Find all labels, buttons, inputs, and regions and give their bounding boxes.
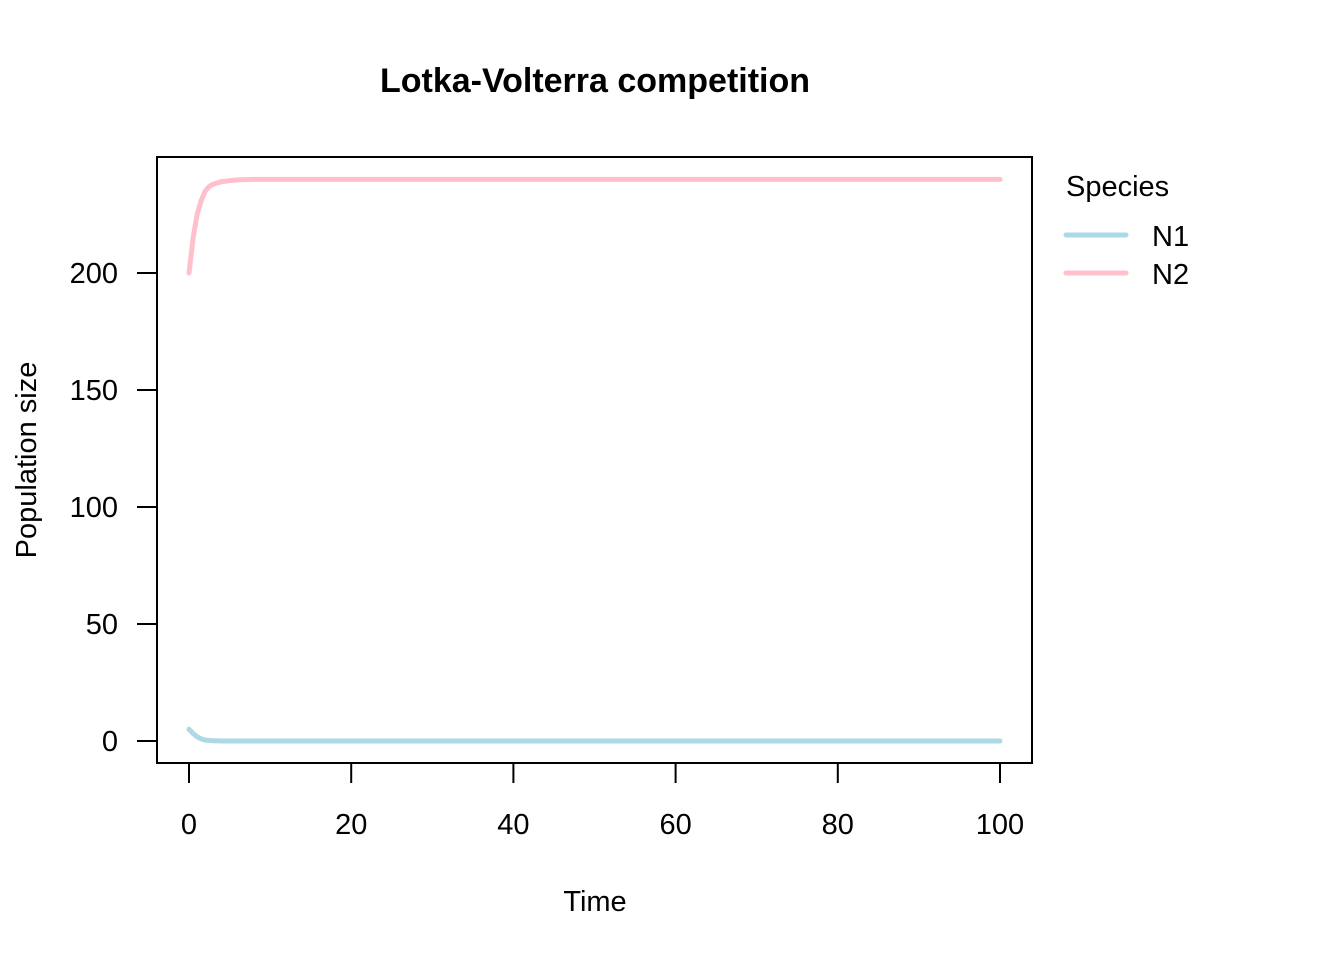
plot-frame (156, 156, 1033, 764)
y-axis-label: Population size (11, 362, 43, 559)
x-tick-label: 20 (335, 809, 367, 841)
legend: Species N1 N2 (1063, 171, 1189, 291)
series-layer (186, 176, 1003, 744)
x-tick-label: 100 (976, 809, 1024, 841)
y-tick-label: 0 (102, 726, 118, 758)
series-line-n1 (186, 726, 1003, 744)
legend-label-n2: N2 (1152, 259, 1189, 291)
x-tick-label: 80 (822, 809, 854, 841)
y-axis: 0 50 100 150 200 (70, 258, 158, 758)
series-line-n2 (186, 176, 1003, 276)
y-tick-label: 100 (70, 492, 118, 524)
y-tick-label: 150 (70, 375, 118, 407)
y-tick-label: 200 (70, 258, 118, 290)
legend-title: Species (1066, 171, 1169, 203)
x-axis: 0 20 40 60 80 100 (181, 762, 1024, 841)
chart-title: Lotka-Volterra competition (380, 62, 810, 100)
legend-label-n1: N1 (1152, 221, 1189, 253)
x-tick-label: 40 (497, 809, 529, 841)
x-tick-label: 0 (181, 809, 197, 841)
x-axis-label: Time (563, 886, 626, 918)
y-tick-label: 50 (86, 609, 118, 641)
x-tick-label: 60 (659, 809, 691, 841)
